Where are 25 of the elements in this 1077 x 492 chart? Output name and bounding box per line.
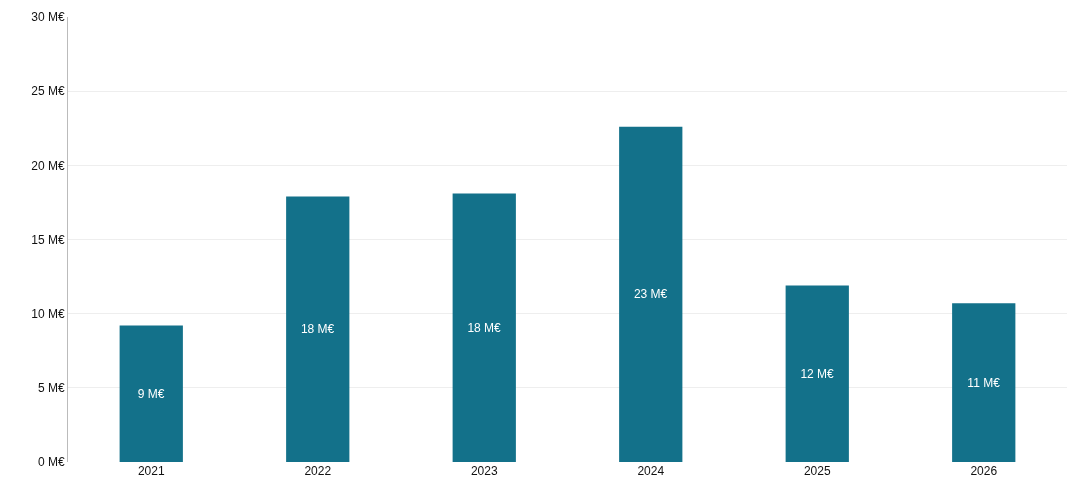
x-tick-label: 2026	[970, 464, 998, 478]
bar	[619, 126, 683, 462]
data-label: 12 M€	[800, 366, 835, 381]
data-label: 18 M€	[300, 322, 335, 337]
y-tick-label: 5 M€	[37, 381, 65, 396]
data-label: 11 M€	[967, 375, 1001, 390]
y-tick-label: 15 M€	[31, 232, 65, 247]
bar	[286, 196, 350, 462]
y-tick-label: 30 M€	[31, 10, 65, 25]
data-label: 9 M€	[137, 386, 165, 401]
bar	[119, 325, 183, 462]
y-tick-label: 20 M€	[31, 158, 65, 173]
x-tick-label: 2023	[470, 464, 498, 478]
x-tick-label: 2024	[637, 464, 665, 478]
bar	[452, 193, 516, 462]
y-tick-label: 10 M€	[31, 306, 65, 321]
x-tick-label: 2025	[803, 464, 831, 478]
x-tick-label: 2021	[137, 464, 165, 478]
data-label: 23 M€	[633, 287, 668, 302]
bar	[952, 303, 1016, 462]
bar	[785, 285, 849, 462]
data-label: 18 M€	[467, 320, 502, 335]
x-tick-label: 2022	[304, 464, 332, 478]
y-tick-label: 25 M€	[31, 84, 65, 99]
y-tick-label: 0 M€	[37, 455, 65, 470]
